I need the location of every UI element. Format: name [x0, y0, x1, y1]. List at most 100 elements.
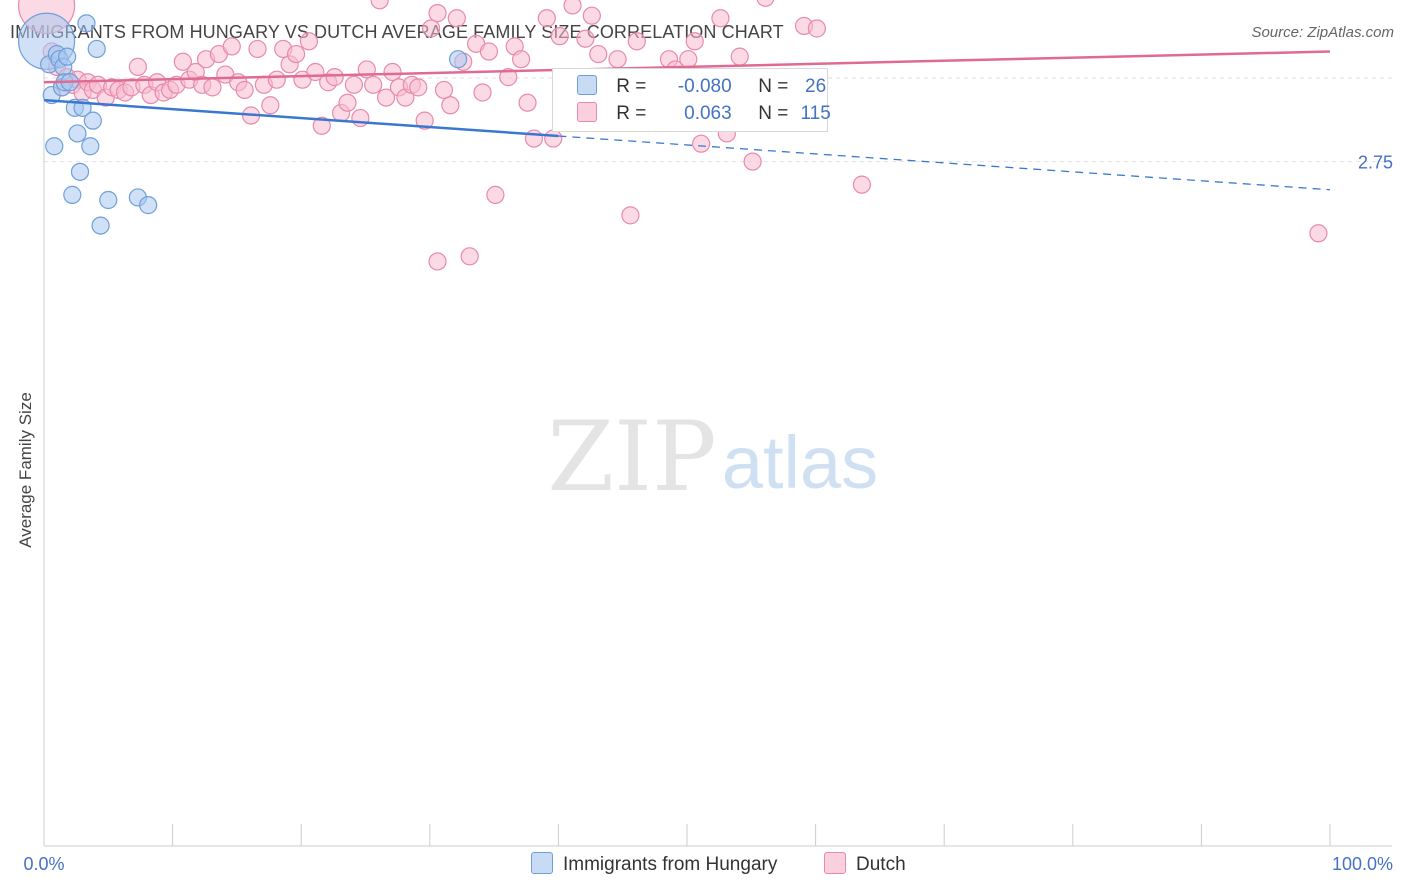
point-dutch — [261, 96, 280, 115]
point-dutch — [447, 9, 466, 28]
point-dutch — [370, 0, 389, 10]
source-label: Source: ZipAtlas.com — [1251, 24, 1394, 41]
point-dutch — [563, 0, 582, 15]
point-hungary — [139, 196, 158, 215]
bottom-legend-dutch: Dutch — [824, 852, 906, 876]
point-dutch — [173, 52, 192, 71]
point-dutch — [428, 252, 447, 271]
point-dutch — [711, 9, 730, 28]
axes — [43, 68, 1392, 847]
trend-line-dutch — [43, 50, 1331, 84]
bottom-legend-swatch-dutch — [824, 852, 846, 874]
point-dutch — [524, 129, 544, 148]
point-dutch — [486, 185, 505, 204]
point-dutch — [550, 27, 569, 46]
point-dutch — [222, 37, 241, 56]
bottom-legend-hungary: Immigrants from Hungary — [531, 852, 777, 876]
point-dutch — [248, 39, 267, 59]
point-dutch — [203, 78, 222, 97]
series-dutch — [17, 0, 1328, 271]
point-dutch — [627, 32, 646, 51]
point-dutch — [730, 47, 749, 66]
y-tick-label: 2.75 — [1358, 153, 1393, 173]
watermark: ZIP atlas — [547, 401, 878, 513]
point-dutch — [441, 96, 460, 115]
point-dutch — [383, 62, 402, 82]
point-dutch — [537, 9, 556, 28]
point-hungary — [63, 185, 82, 204]
point-dutch — [409, 78, 428, 97]
point-dutch — [576, 29, 595, 48]
point-dutch — [479, 42, 499, 61]
legend-r-value: 0.063 — [684, 103, 732, 124]
legend-swatch-dutch — [577, 102, 597, 122]
point-hungary — [45, 137, 64, 156]
point-hungary — [68, 124, 87, 143]
point-dutch — [421, 19, 441, 38]
point-dutch — [743, 152, 762, 171]
point-dutch — [621, 206, 640, 225]
point-hungary — [91, 216, 110, 235]
trend-lines — [43, 50, 1331, 191]
bottom-legend-label-hungary: Immigrants from Hungary — [563, 854, 778, 875]
point-dutch — [512, 50, 531, 69]
point-dutch — [685, 32, 704, 51]
bottom-legend-label-dutch: Dutch — [856, 854, 906, 875]
legend-n-value: 115 — [800, 103, 831, 124]
trend-line-hungary-extension — [558, 135, 1331, 191]
point-dutch — [299, 32, 319, 51]
point-hungary — [87, 39, 106, 59]
point-dutch — [338, 93, 357, 112]
watermark-atlas: atlas — [722, 421, 878, 504]
point-dutch — [460, 247, 479, 266]
point-hungary — [70, 162, 90, 181]
legend-row-dutch: R = 0.063 N = 115 — [577, 102, 838, 126]
legend-r-value: -0.080 — [677, 76, 732, 97]
point-hungary — [58, 47, 77, 66]
point-dutch — [312, 116, 331, 135]
correlation-legend: R = -0.080 N = 26 R = 0.063 N = 115 — [552, 68, 831, 132]
point-dutch — [589, 44, 608, 64]
point-dutch — [235, 80, 254, 100]
x-tick-label-max: 100.0% — [1332, 854, 1393, 874]
point-dutch — [344, 75, 364, 94]
point-dutch — [544, 129, 563, 148]
point-dutch — [267, 70, 286, 89]
point-dutch — [807, 19, 826, 38]
legend-r-label: R = — [616, 103, 647, 124]
point-dutch — [434, 80, 454, 100]
point-dutch — [351, 108, 370, 128]
bottom-legend-swatch-hungary — [531, 852, 553, 874]
point-dutch — [473, 83, 492, 102]
legend-row-hungary: R = -0.080 N = 26 — [577, 75, 838, 99]
point-dutch — [679, 50, 698, 69]
watermark-zip: ZIP — [547, 401, 716, 513]
point-dutch — [582, 6, 601, 25]
point-hungary — [99, 190, 118, 210]
legend-swatch-hungary — [577, 75, 597, 95]
x-tick-label-min: 0.0% — [23, 854, 64, 874]
point-dutch — [608, 50, 627, 69]
point-hungary — [77, 14, 96, 33]
point-hungary — [448, 50, 468, 69]
legend-n-label: N = — [758, 103, 789, 124]
point-dutch — [286, 44, 306, 64]
point-dutch — [128, 57, 147, 76]
point-dutch — [756, 0, 775, 7]
point-dutch — [364, 75, 383, 94]
series-hungary — [17, 12, 468, 235]
legend-r-label: R = — [616, 76, 647, 97]
point-dutch — [376, 88, 396, 107]
point-dutch — [518, 93, 537, 112]
point-dutch — [852, 175, 871, 194]
legend-n-label: N = — [758, 76, 789, 97]
point-dutch — [415, 111, 434, 130]
point-dutch — [325, 68, 344, 87]
legend-n-value: 26 — [805, 76, 827, 97]
point-hungary — [83, 111, 102, 130]
point-hungary — [81, 137, 100, 156]
point-dutch — [692, 134, 711, 153]
tick-labels: 5.004.253.502.750.0%100.0% — [23, 153, 1393, 874]
trend-line-hungary — [43, 98, 559, 138]
